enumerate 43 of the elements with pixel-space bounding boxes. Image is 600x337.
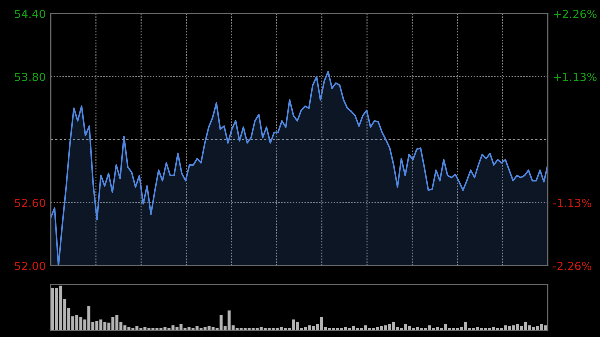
bar [180, 324, 183, 331]
bar [100, 320, 103, 331]
bar [388, 324, 392, 331]
y2-tick-label: -2.26% [553, 262, 592, 270]
bar [320, 317, 324, 331]
y2-tick-label: +2.26% [554, 10, 597, 18]
bar [56, 288, 59, 331]
bar [116, 315, 119, 331]
bar [112, 317, 115, 331]
bar [464, 322, 468, 331]
y-tick-label: 52.00 [15, 262, 46, 270]
bar [392, 322, 396, 331]
bar [228, 310, 231, 331]
bar [516, 324, 520, 331]
bar [512, 326, 516, 331]
bar [384, 326, 388, 331]
bar [60, 286, 63, 331]
y-tick-label: 52.60 [15, 198, 46, 208]
bar [292, 320, 295, 331]
bar [544, 326, 548, 331]
bar [124, 326, 127, 331]
bar [172, 326, 175, 331]
bar [504, 326, 508, 331]
y2-tick-label: +1.13% [554, 72, 597, 82]
bar [540, 324, 544, 331]
bar [308, 326, 312, 331]
bar [428, 326, 432, 331]
bar [364, 326, 368, 331]
bar [296, 322, 299, 331]
y-tick-label: 53.80 [15, 72, 46, 82]
bar [88, 306, 91, 331]
bar [444, 324, 448, 331]
bar [76, 315, 79, 331]
bar [80, 317, 83, 331]
y2-tick-label: -1.13% [553, 198, 592, 208]
y-tick-label: 54.40 [15, 10, 46, 18]
bar [524, 322, 528, 331]
bar [96, 321, 99, 331]
bar [528, 326, 532, 331]
bar [52, 288, 55, 331]
bar [404, 324, 408, 331]
bar [104, 322, 107, 331]
bar [220, 315, 223, 331]
